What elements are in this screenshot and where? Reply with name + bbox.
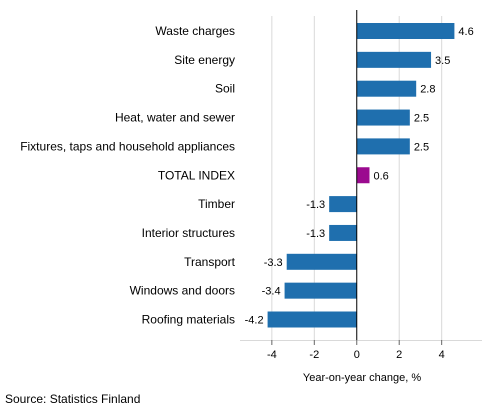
bar-7 bbox=[329, 224, 357, 241]
value-label-9: -3.4 bbox=[262, 286, 281, 298]
category-label-8: Transport bbox=[184, 255, 236, 269]
x-tick-label-1: -2 bbox=[309, 349, 319, 361]
bar-2 bbox=[356, 80, 417, 97]
category-label-1: Site energy bbox=[174, 53, 235, 67]
value-label-7: -1.3 bbox=[306, 228, 325, 240]
labels: Waste charges 4.6 Site energy 3.5 Soil 2.8 Hea… bbox=[20, 24, 474, 327]
x-axis-title: Year-on-year change, % bbox=[303, 372, 421, 384]
bar-9 bbox=[284, 282, 357, 299]
axes: -4 -2 0 2 4 bbox=[240, 10, 482, 361]
value-label-2: 2.8 bbox=[420, 84, 435, 96]
x-tick-label-0: -4 bbox=[267, 349, 277, 361]
bar-3 bbox=[356, 109, 410, 126]
bars bbox=[267, 23, 455, 328]
value-label-5: 0.6 bbox=[373, 170, 388, 182]
category-label-5: TOTAL INDEX bbox=[158, 168, 235, 182]
bar-10 bbox=[267, 311, 357, 328]
category-label-2: Soil bbox=[215, 82, 235, 96]
category-label-9: Windows and doors bbox=[130, 284, 235, 298]
bar-1 bbox=[356, 51, 432, 68]
x-tick-label-2: 0 bbox=[354, 349, 360, 361]
value-label-3: 2.5 bbox=[414, 113, 429, 125]
category-label-4: Fixtures, taps and household appliances bbox=[20, 139, 235, 153]
category-label-10: Roofing materials bbox=[142, 313, 235, 327]
category-label-3: Heat, water and sewer bbox=[115, 111, 235, 125]
x-tick-label-3: 2 bbox=[396, 349, 402, 361]
x-tick-label-4: 4 bbox=[439, 349, 445, 361]
source-note: Source: Statistics Finland bbox=[5, 392, 140, 406]
bar-6 bbox=[329, 196, 357, 213]
value-label-0: 4.6 bbox=[458, 26, 473, 38]
value-label-10: -4.2 bbox=[245, 315, 264, 327]
category-label-6: Timber bbox=[198, 197, 235, 211]
category-label-0: Waste charges bbox=[155, 24, 235, 38]
bar-0 bbox=[356, 23, 455, 39]
value-label-6: -1.3 bbox=[306, 199, 325, 211]
value-label-1: 3.5 bbox=[435, 55, 450, 67]
bar-8 bbox=[286, 253, 357, 270]
value-label-8: -3.3 bbox=[264, 257, 283, 269]
category-label-7: Interior structures bbox=[142, 226, 235, 240]
value-label-4: 2.5 bbox=[414, 141, 429, 153]
bar-5 bbox=[356, 167, 370, 184]
bar-4 bbox=[356, 138, 410, 155]
